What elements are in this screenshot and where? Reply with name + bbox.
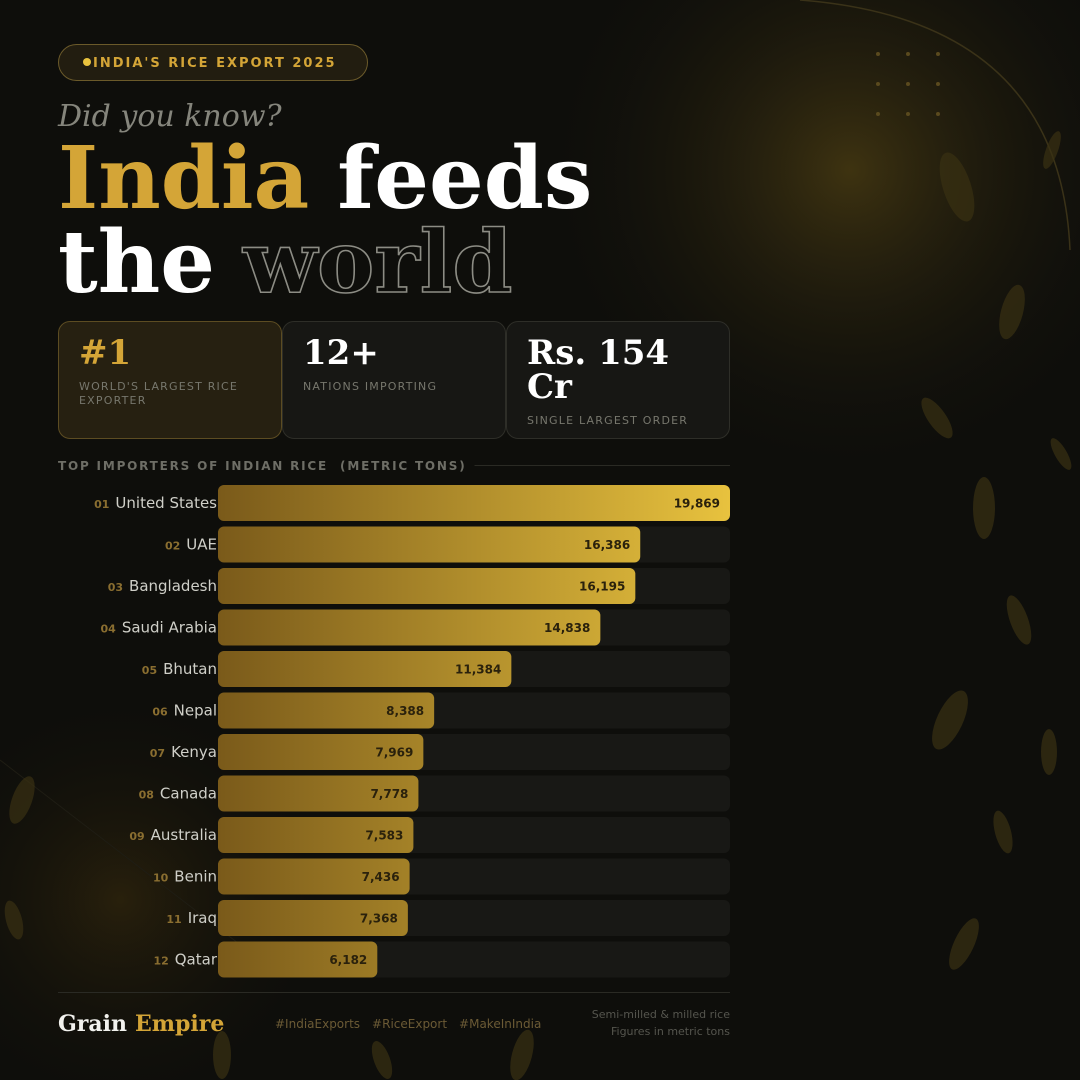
country: UAE	[186, 536, 217, 554]
value-label: 8,388	[386, 704, 424, 718]
bar	[218, 900, 408, 936]
country: Nepal	[174, 702, 217, 720]
stat-label: SINGLE LARGEST ORDER	[527, 414, 689, 427]
value-label: 7,583	[365, 829, 403, 843]
country: Australia	[151, 826, 217, 844]
bar	[218, 568, 636, 604]
value-label: 7,368	[360, 912, 398, 926]
bar	[218, 817, 414, 853]
category-label: 05 Bhutan	[142, 660, 217, 678]
badge	[58, 44, 368, 81]
brand-word: Grain	[58, 1011, 127, 1037]
category-label: 04 Saudi Arabia	[101, 619, 218, 637]
category-label: 10 Benin	[153, 868, 217, 886]
category-label: 12 Qatar	[153, 951, 217, 969]
country: Iraq	[188, 909, 217, 927]
bar	[218, 485, 730, 521]
bar	[218, 941, 378, 978]
stat-value: 12+	[303, 333, 379, 373]
brand-word: Empire	[135, 1011, 224, 1037]
category-label: 09 Australia	[129, 826, 217, 844]
stat-card: Rs. 154 Cr SINGLE LARGEST ORDER	[506, 321, 730, 439]
rank: 01	[94, 498, 109, 511]
category-label: 11 Iraq	[166, 909, 217, 927]
hashtag: #IndiaExports	[275, 1017, 360, 1031]
headline-line: India feeds	[58, 128, 592, 229]
bar	[218, 858, 410, 895]
rank: 09	[129, 830, 144, 843]
rank: 05	[142, 664, 157, 677]
bar-chart: 01 United States 19,869 02 UAE 16,386 03 Bangla…	[94, 485, 730, 978]
chart-unit: (METRIC TONS)	[340, 459, 466, 473]
country: Bangladesh	[129, 577, 217, 595]
value-label: 6,182	[329, 953, 367, 967]
value-label: 11,384	[455, 663, 501, 677]
chart-title-text: TOP IMPORTERS OF INDIAN RICE	[58, 459, 328, 473]
headline-line: the world	[58, 212, 512, 313]
country: Bhutan	[163, 660, 217, 678]
country: Qatar	[175, 951, 218, 969]
footer-note: Figures in metric tons	[611, 1025, 730, 1038]
headline-word: world	[242, 212, 513, 313]
bar	[218, 609, 601, 646]
brand: Grain Empire	[58, 1011, 224, 1037]
bar	[218, 526, 641, 563]
hashtag: #MakeInIndia	[459, 1017, 541, 1031]
value-label: 19,869	[674, 497, 720, 511]
stat-card: 12+ NATIONS IMPORTING	[282, 321, 506, 439]
value-label: 7,778	[370, 787, 408, 801]
rank: 07	[150, 747, 165, 760]
stat-label: WORLD'S LARGEST RICE EXPORTER	[79, 380, 239, 407]
stat-value: #1	[79, 333, 132, 373]
category-label: 02 UAE	[165, 536, 217, 554]
country: Canada	[160, 785, 217, 803]
badge-text: INDIA'S RICE EXPORT 2025	[93, 56, 337, 71]
footer-note: Semi-milled & milled rice	[592, 1008, 730, 1021]
category-label: 01 United States	[94, 494, 217, 512]
country: Benin	[174, 868, 217, 886]
category-label: 03 Bangladesh	[108, 577, 217, 595]
hashtags: #IndiaExports #RiceExport #MakeInIndia	[275, 1017, 541, 1031]
headline-word: India	[58, 128, 309, 229]
rank: 12	[153, 955, 168, 968]
rank: 08	[139, 789, 154, 802]
value-label: 16,386	[584, 538, 630, 552]
rank: 06	[152, 706, 168, 719]
kicker: Did you know?	[57, 99, 282, 134]
bar	[218, 734, 424, 770]
chart-title: TOP IMPORTERS OF INDIAN RICE (METRIC TONS…	[58, 459, 467, 473]
value-label: 7,436	[362, 870, 400, 884]
rank: 03	[108, 581, 123, 594]
rank: 10	[153, 872, 169, 885]
category-label: 07 Kenya	[150, 743, 217, 761]
bar	[218, 651, 512, 687]
headline-word: feeds	[337, 128, 592, 229]
badge-dot	[83, 58, 91, 66]
rank: 02	[165, 540, 180, 553]
country: Saudi Arabia	[122, 619, 217, 637]
headline-word: the	[58, 212, 215, 313]
country: United States	[115, 494, 217, 512]
hashtag: #RiceExport	[372, 1017, 447, 1031]
stat-value: Rs. 154 Cr	[527, 333, 670, 407]
stat-card: #1 WORLD'S LARGEST RICE EXPORTER	[58, 321, 282, 439]
rank: 11	[166, 913, 181, 926]
rank: 04	[101, 623, 117, 636]
value-label: 7,969	[375, 746, 413, 760]
bar	[218, 775, 419, 812]
category-label: 06 Nepal	[152, 702, 217, 720]
country: Kenya	[171, 743, 217, 761]
stat-label: NATIONS IMPORTING	[303, 380, 438, 393]
value-label: 16,195	[579, 580, 625, 594]
category-label: 08 Canada	[139, 785, 217, 803]
bar	[218, 692, 435, 729]
value-label: 14,838	[544, 621, 590, 635]
